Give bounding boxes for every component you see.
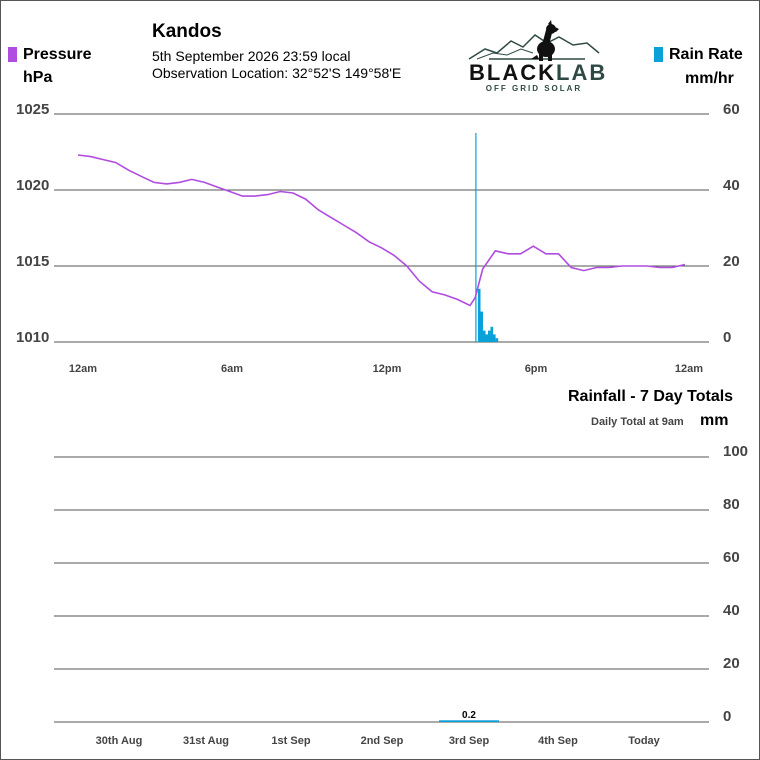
- day-label-3rd-sep: 3rd Sep: [448, 735, 490, 747]
- pressure-tick-1025: 1025: [16, 101, 50, 118]
- pressure-series-line: [77, 154, 686, 307]
- rain-rate-bar: [477, 288, 481, 342]
- rain-rate-bar: [495, 338, 499, 342]
- time-tick-12am-start: 12am: [68, 363, 98, 375]
- rain-rate-tick-60: 60: [723, 101, 740, 118]
- day-label-31st-aug: 31st Aug: [182, 735, 230, 747]
- station-name: Kandos: [152, 21, 222, 42]
- rain-rate-axis-unit: mm/hr: [685, 70, 734, 87]
- pressure-axis-unit: hPa: [23, 69, 53, 86]
- rain-rate-bar: [482, 330, 486, 342]
- rainfall-tick-60: 60: [723, 549, 740, 566]
- logo-tagline: OFF GRID SOLAR: [485, 84, 583, 93]
- rain-rate-legend-swatch: [654, 47, 663, 62]
- logo-wordmark: BLACKLAB: [469, 60, 605, 85]
- pressure-tick-1015: 1015: [16, 253, 50, 270]
- day-label-4th-sep: 4th Sep: [538, 735, 578, 747]
- rainfall-tick-20: 20: [723, 655, 740, 672]
- rain-rate-bar: [485, 334, 489, 342]
- rainfall-tick-100: 100: [723, 443, 749, 460]
- rainfall-7-day-plot: 0.2: [54, 456, 709, 723]
- time-tick-6am: 6am: [220, 363, 244, 375]
- rain-rate-series: [475, 133, 499, 342]
- time-tick-6pm: 6pm: [524, 363, 548, 375]
- observation-datetime: 5th September 2026 23:59 local: [152, 48, 351, 64]
- observation-location: Observation Location: 32°52'S 149°58'E: [152, 65, 402, 81]
- rainfall-daily-bars: 0.2: [439, 710, 499, 722]
- rainfall-tick-40: 40: [723, 602, 740, 619]
- time-tick-12pm: 12pm: [372, 363, 402, 375]
- day-label-2nd-sep: 2nd Sep: [360, 735, 404, 747]
- rainfall-axis-unit: mm: [700, 412, 729, 429]
- rainfall-tick-0: 0: [723, 708, 732, 725]
- pressure-legend-swatch: [8, 47, 17, 62]
- rain-rate-bar: [488, 330, 491, 342]
- rain-rate-tick-0: 0: [723, 329, 732, 346]
- day-label-30th-aug: 30th Aug: [95, 735, 143, 747]
- rainfall-data-label: 0.2: [462, 710, 476, 721]
- rainfall-tick-80: 80: [723, 496, 740, 513]
- rain-rate-tick-40: 40: [723, 177, 740, 194]
- rain-rate-legend-label: Rain Rate: [669, 46, 743, 63]
- rain-rate-bar: [475, 133, 477, 342]
- rain-rate-bar: [493, 334, 496, 342]
- pressure-tick-1020: 1020: [16, 177, 50, 194]
- logo-wordmark-black: BLACK: [469, 60, 556, 85]
- logo-mountain-dog-icon: [468, 20, 600, 61]
- blacklab-logo: BLACKLAB OFF GRID SOLAR: [463, 15, 605, 95]
- day-label-1st-sep: 1st Sep: [271, 735, 311, 747]
- pressure-legend-label: Pressure: [23, 46, 92, 63]
- rain-rate-tick-20: 20: [723, 253, 740, 270]
- rainfall-chart-title: Rainfall - 7 Day Totals: [568, 388, 734, 405]
- rain-rate-bar: [480, 311, 483, 342]
- rainfall-bar: [439, 720, 499, 722]
- rain-rate-bar: [490, 326, 494, 342]
- pressure-tick-1010: 1010: [16, 329, 50, 346]
- pressure-rain-rate-plot: [54, 113, 709, 343]
- logo-wordmark-lab: LAB: [556, 60, 608, 85]
- rainfall-chart-subtitle: Daily Total at 9am: [591, 416, 684, 428]
- time-tick-12am-end: 12am: [674, 363, 704, 375]
- day-label-today: Today: [628, 735, 660, 747]
